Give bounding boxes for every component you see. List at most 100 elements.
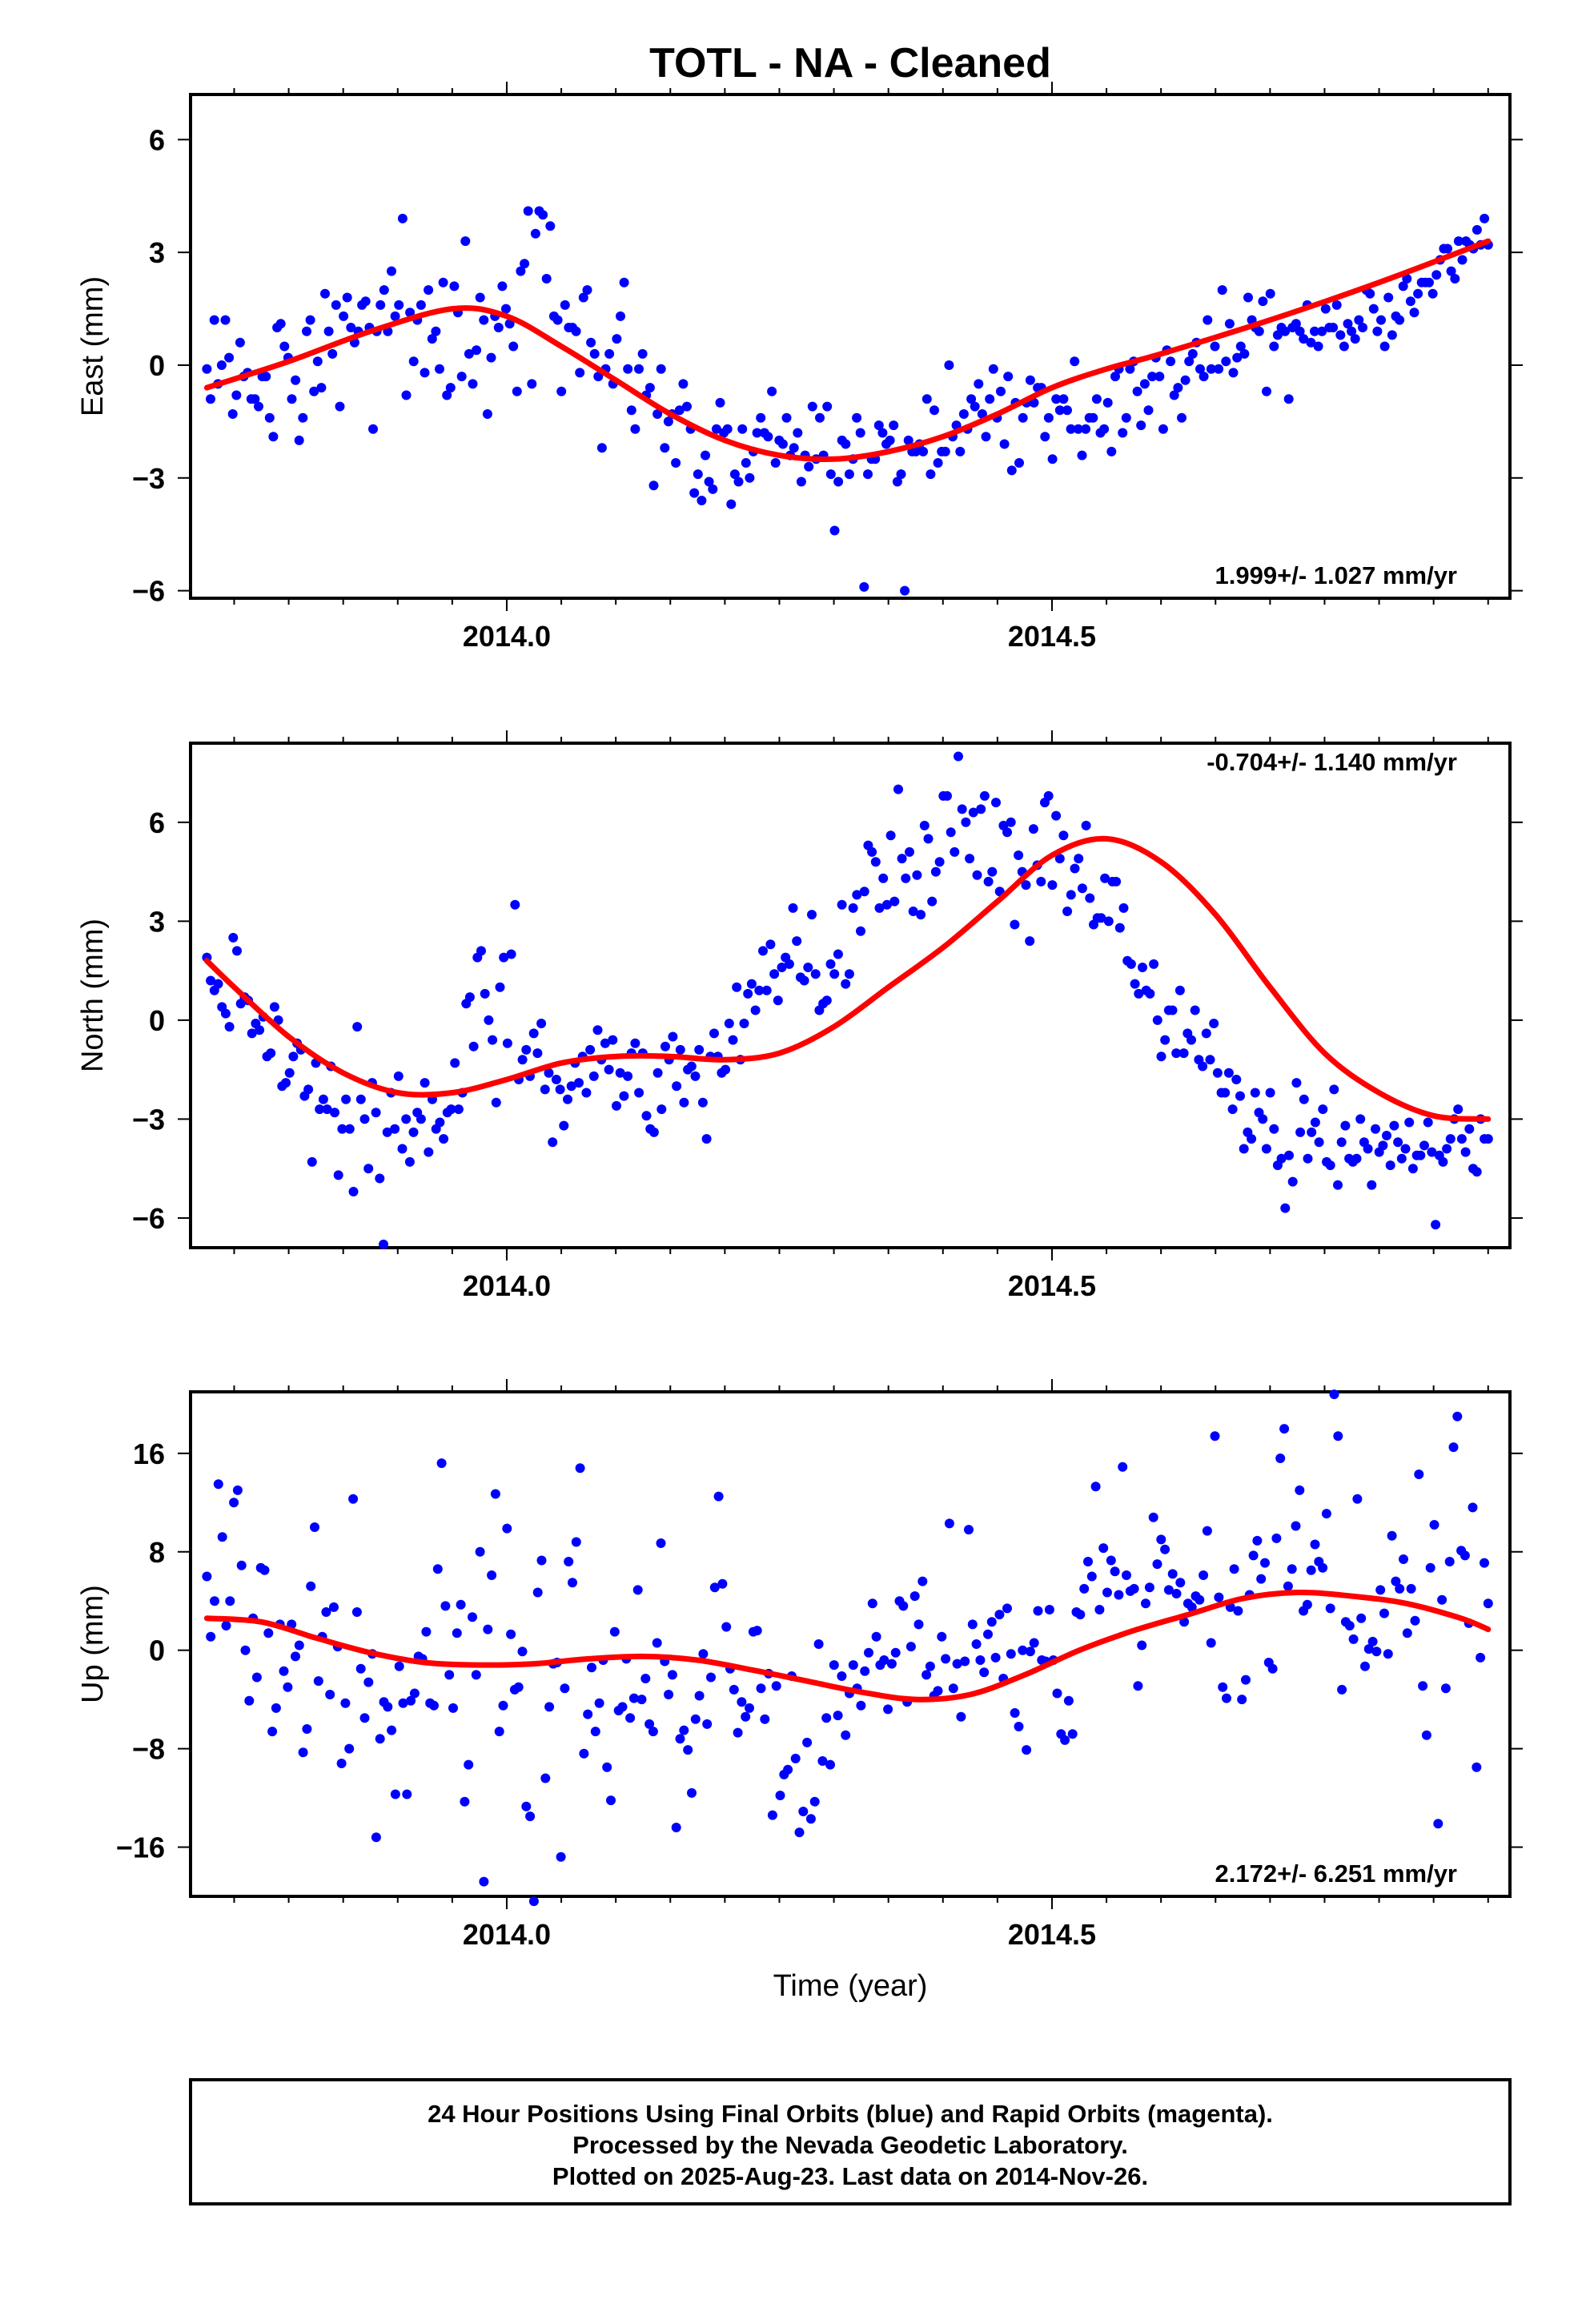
east-data-point <box>1173 383 1182 392</box>
up-data-point <box>421 1627 431 1637</box>
north-data-point <box>1006 818 1016 827</box>
east-data-point <box>944 360 954 370</box>
north-x-tick-label: 2014.0 <box>463 1269 551 1302</box>
up-data-point <box>1411 1616 1420 1626</box>
east-data-point <box>228 409 238 419</box>
east-data-point <box>682 402 692 412</box>
east-data-point <box>268 432 278 441</box>
east-data-point <box>630 424 640 434</box>
east-data-point <box>934 458 943 468</box>
north-data-point <box>1431 1220 1440 1229</box>
north-data-point <box>266 1048 275 1058</box>
up-data-point <box>579 1749 588 1759</box>
north-data-point <box>822 995 832 1005</box>
up-data-point <box>837 1671 846 1681</box>
north-data-point <box>507 950 516 959</box>
up-data-point <box>483 1625 492 1634</box>
up-y-axis-label: Up (mm) <box>76 1585 110 1703</box>
north-data-point <box>1355 1114 1365 1124</box>
east-data-point <box>420 368 430 377</box>
north-data-point <box>897 854 907 863</box>
north-data-point <box>612 1101 621 1111</box>
north-data-point <box>792 936 801 946</box>
up-data-point <box>868 1598 877 1608</box>
up-data-point <box>560 1683 569 1693</box>
up-data-point <box>979 1667 989 1677</box>
east-data-point <box>638 349 648 359</box>
east-y-axis-label: East (mm) <box>76 276 110 416</box>
north-data-point <box>1315 1137 1324 1147</box>
east-data-point <box>343 293 352 303</box>
north-data-point <box>889 897 899 907</box>
north-data-point <box>676 1045 685 1055</box>
up-data-point <box>387 1726 396 1735</box>
up-data-point <box>237 1561 247 1570</box>
up-data-point <box>279 1667 289 1676</box>
east-data-point <box>335 402 345 412</box>
east-data-point <box>782 413 792 423</box>
up-data-point <box>991 1653 1001 1663</box>
up-data-point <box>757 1683 766 1693</box>
east-data-point <box>494 323 504 332</box>
up-data-point <box>1356 1614 1366 1623</box>
up-data-point <box>502 1524 512 1534</box>
up-data-point <box>1352 1494 1362 1504</box>
east-data-point <box>483 409 492 419</box>
up-data-point <box>1375 1585 1385 1594</box>
up-data-point <box>329 1602 339 1612</box>
east-x-tick-label: 2014.0 <box>463 620 551 653</box>
north-data-point <box>1115 923 1125 933</box>
east-data-point <box>671 458 681 468</box>
east-data-point <box>1314 342 1323 352</box>
north-data-point <box>751 1006 761 1015</box>
east-data-point <box>833 477 843 487</box>
up-data-point <box>668 1670 677 1679</box>
up-data-point <box>464 1760 473 1770</box>
north-data-point <box>552 1075 561 1084</box>
north-data-point <box>281 1078 291 1088</box>
east-data-point <box>1092 394 1102 404</box>
up-data-point <box>576 1463 585 1473</box>
up-data-point <box>917 1577 927 1586</box>
north-y-tick-label: 0 <box>149 1004 165 1037</box>
up-data-point <box>795 1827 805 1837</box>
north-data-point <box>1168 1006 1178 1015</box>
north-data-point <box>950 847 959 857</box>
east-data-point <box>387 267 396 276</box>
north-data-point <box>691 1072 701 1081</box>
east-data-point <box>306 316 315 325</box>
up-data-point <box>1414 1470 1423 1479</box>
up-data-point <box>1083 1557 1093 1566</box>
east-data-point <box>439 278 448 287</box>
up-data-point <box>1418 1681 1427 1691</box>
north-data-point <box>360 1114 370 1124</box>
north-data-point <box>1291 1078 1301 1088</box>
east-data-point <box>974 379 983 388</box>
up-data-point <box>864 1648 873 1658</box>
north-data-point <box>961 818 970 827</box>
north-data-point <box>829 969 839 979</box>
north-data-point <box>1464 1124 1474 1134</box>
up-data-point <box>1368 1637 1378 1647</box>
up-data-point <box>706 1673 716 1683</box>
east-data-point <box>656 364 666 374</box>
north-data-point <box>379 1240 388 1249</box>
east-data-point <box>520 259 529 268</box>
north-data-point <box>1228 1104 1238 1114</box>
up-data-point <box>1079 1584 1089 1594</box>
east-data-point <box>1044 413 1054 423</box>
up-data-point <box>672 1823 681 1832</box>
north-data-point <box>1047 880 1057 890</box>
up-data-point <box>791 1754 801 1763</box>
east-data-point <box>368 424 378 434</box>
east-data-point <box>409 356 419 366</box>
east-data-point <box>1177 413 1186 423</box>
up-data-point <box>1271 1534 1281 1543</box>
up-data-point <box>934 1686 943 1695</box>
up-data-point <box>271 1703 281 1713</box>
east-data-point <box>1133 387 1142 396</box>
up-data-point <box>1218 1683 1227 1692</box>
up-data-point <box>1395 1584 1404 1594</box>
east-data-point <box>468 379 478 388</box>
north-data-point <box>356 1095 366 1104</box>
